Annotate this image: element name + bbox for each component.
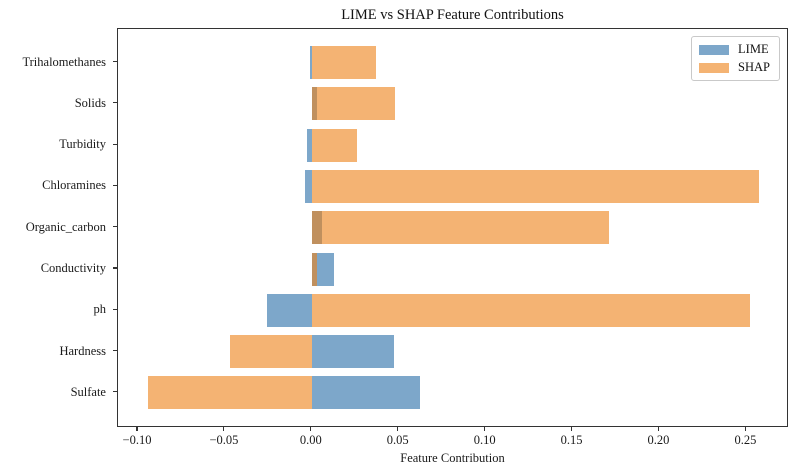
xtick-mark: [570, 427, 573, 431]
bar-shap-conductivity: [311, 252, 318, 286]
ytick-label-conductivity: Conductivity: [40, 261, 106, 275]
xtick-label-0.10: 0.10: [473, 433, 496, 447]
ytick-label-hardness: Hardness: [59, 343, 106, 358]
ytick-mark: [113, 391, 117, 393]
ytick-mark: [113, 226, 117, 228]
bar-shap-trihalomethanes: [311, 46, 377, 79]
bar-lime-trihalomethanes: [310, 46, 312, 79]
legend-label-lime: LIME: [738, 42, 769, 56]
ytick-label-sulfate: Sulfate: [70, 384, 106, 399]
x-axis-label: Feature Contribution: [400, 451, 505, 465]
ytick-label-trihalomethanes: Trihalomethanes: [22, 54, 106, 69]
plot-area: LIME SHAP: [117, 28, 788, 427]
bar-lime-conductivity: [311, 252, 335, 286]
xtick-mark: [484, 427, 486, 431]
bar-shap-turbidity: [311, 128, 357, 162]
ytick-mark: [113, 60, 117, 63]
legend-item-lime: LIME: [699, 43, 770, 56]
bar-lime-chloramines: [304, 169, 312, 203]
ytick-label-chloramines: Chloramines: [42, 178, 106, 193]
bar-lime-ph: [266, 293, 312, 327]
legend-label-shap: SHAP: [738, 60, 770, 74]
ytick-mark: [113, 184, 117, 186]
bar-shap-sulfate: [148, 376, 312, 410]
legend-item-shap: SHAP: [699, 61, 770, 74]
ytick-mark: [113, 102, 117, 104]
xtick-label-0.15: 0.15: [560, 433, 583, 447]
bar-lime-sulfate: [311, 376, 420, 410]
xtick-label-0.25: 0.25: [734, 433, 757, 447]
ytick-label-ph: ph: [93, 302, 107, 317]
bar-shap-ph: [311, 293, 750, 327]
xtick-mark: [310, 427, 312, 431]
bar-shap-chloramines: [311, 169, 759, 203]
ytick-label-organic_carbon: Organic_carbon: [25, 219, 106, 234]
chart-title: LIME vs SHAP Feature Contributions: [341, 7, 564, 23]
xtick-label-−0.05: −0.05: [209, 433, 239, 447]
xtick-label-0.00: 0.00: [299, 433, 322, 447]
shap-color-swatch: [699, 62, 730, 73]
bar-lime-hardness: [311, 335, 394, 369]
lime-color-swatch: [699, 44, 730, 55]
ytick-mark: [113, 267, 117, 269]
xtick-mark: [744, 427, 746, 431]
xtick-mark: [223, 427, 225, 431]
ytick-mark: [113, 308, 117, 310]
xtick-mark: [136, 427, 138, 431]
xtick-label-0.05: 0.05: [386, 433, 409, 447]
xtick-label-0.20: 0.20: [647, 433, 670, 447]
bar-shap-hardness: [230, 335, 312, 369]
xtick-label-−0.10: −0.10: [122, 433, 152, 447]
ytick-label-turbidity: Turbidity: [59, 137, 106, 152]
legend: LIME SHAP: [691, 36, 780, 81]
bar-lime-turbidity: [306, 128, 312, 162]
bar-shap-organic_carbon: [311, 211, 610, 245]
xtick-mark: [657, 427, 660, 431]
bar-shap-solids: [311, 87, 396, 121]
ytick-mark: [113, 350, 117, 352]
xtick-mark: [397, 427, 399, 431]
ytick-label-solids: Solids: [74, 95, 106, 110]
ytick-mark: [113, 143, 117, 145]
